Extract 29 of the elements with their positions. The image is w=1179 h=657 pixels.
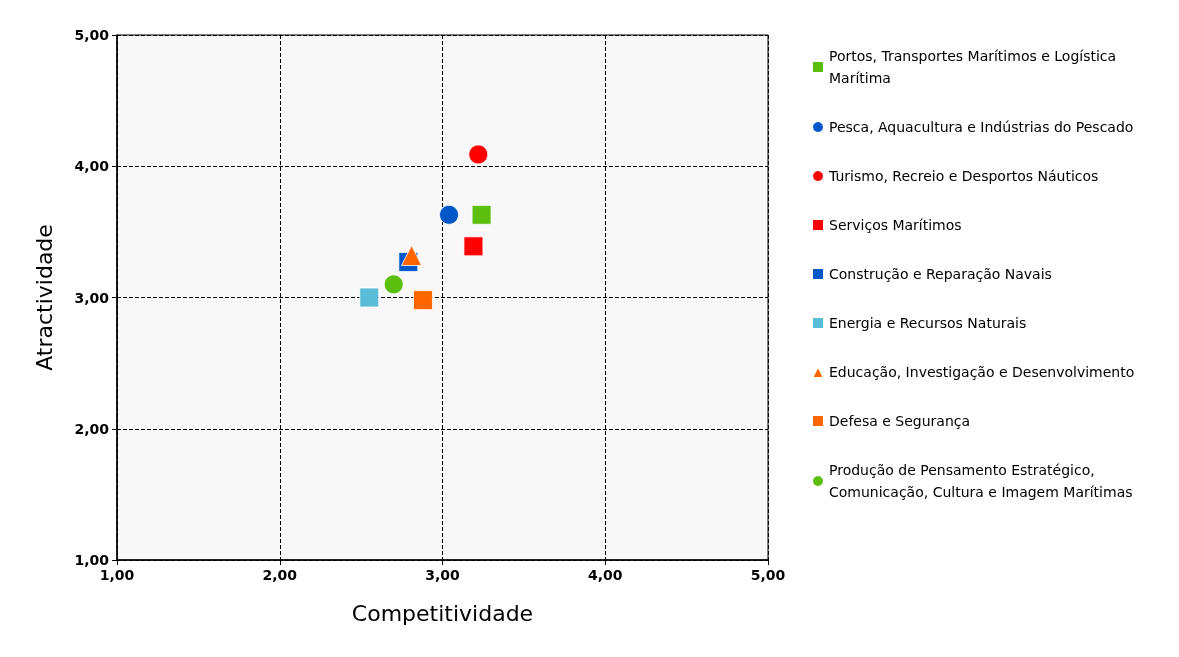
legend-label: Defesa e Segurança <box>829 413 971 429</box>
point <box>383 274 404 295</box>
legend-label: Energia e Recursos Naturais <box>829 315 1027 331</box>
legend-label: Pesca, Aquacultura e Indústrias do Pescado <box>829 119 1134 135</box>
point <box>359 287 380 308</box>
x-tick-label: 4,00 <box>587 567 623 583</box>
y-tick-label: 3,00 <box>74 289 110 306</box>
legend-label: Construção e Reparação Navais <box>829 266 1052 282</box>
x-tick-label: 2,00 <box>262 567 298 583</box>
point <box>463 236 484 257</box>
legend-label: Produção de Pensamento Estratégico, Comunicação, Cultura e Imagem Marítimas <box>829 462 1133 500</box>
y-tick-label: 1,00 <box>74 552 110 568</box>
x-tick-label: 3,00 <box>425 567 461 583</box>
point <box>439 204 459 225</box>
point <box>471 204 492 225</box>
x-axis-title: Competitividade <box>351 600 534 626</box>
x-tick-label: 5,00 <box>750 567 786 583</box>
x-tick-label: 1,00 <box>99 567 135 583</box>
legend-label: Serviços Marítimos <box>829 217 962 233</box>
legend-label: Educação, Investigação e Desenvolvimento <box>829 364 1135 380</box>
legend-label: Turismo, Recreio e Desportos Náuticos <box>828 168 1099 184</box>
y-tick-label: 2,00 <box>74 420 110 437</box>
legend-label: Portos, Transportes Marítimos e Logística Marítima <box>829 48 1121 86</box>
point <box>413 290 433 311</box>
point <box>468 144 489 165</box>
y-tick-label: 4,00 <box>74 158 110 175</box>
y-tick-label: 5,00 <box>74 27 110 43</box>
y-axis-title: Atractividade <box>31 224 57 371</box>
point <box>401 245 422 266</box>
